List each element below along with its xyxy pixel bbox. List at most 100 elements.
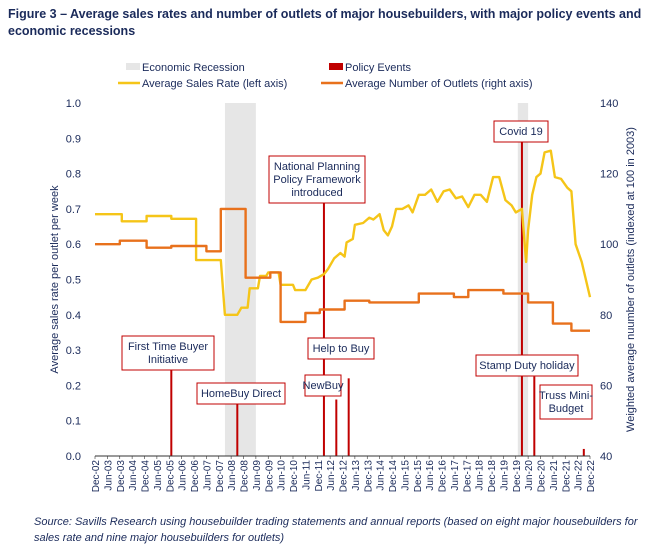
x-tick-label: Dec-18 bbox=[487, 460, 498, 493]
x-tick-label: Dec-20 bbox=[537, 460, 548, 493]
x-tick-label: Dec-17 bbox=[462, 460, 473, 493]
left-tick-label: 0.0 bbox=[66, 451, 81, 463]
legend-label: Average Sales Rate (left axis) bbox=[142, 78, 287, 90]
x-tick-label: Jun-17 bbox=[450, 460, 461, 491]
policy-event-bar bbox=[520, 138, 523, 457]
left-tick-label: 0.7 bbox=[66, 204, 81, 216]
x-tick-label: Dec-22 bbox=[586, 460, 597, 493]
left-tick-label: 0.2 bbox=[66, 380, 81, 392]
x-tick-label: Jun-05 bbox=[153, 460, 164, 491]
policy-callout-label: Stamp Duty holiday bbox=[479, 360, 575, 372]
x-tick-label: Dec-11 bbox=[314, 460, 325, 492]
left-tick-label: 1.0 bbox=[66, 98, 81, 110]
x-tick-label: Dec-06 bbox=[190, 460, 201, 493]
x-tick-label: Dec-08 bbox=[240, 460, 251, 493]
left-tick-label: 0.3 bbox=[66, 345, 81, 357]
x-tick-label: Jun-19 bbox=[499, 460, 510, 491]
x-tick-label: Jun-04 bbox=[128, 460, 139, 491]
right-tick-label: 80 bbox=[600, 310, 612, 322]
policy-callout-box bbox=[493, 120, 549, 143]
x-tick-label: Jun-16 bbox=[425, 460, 436, 491]
legend: Economic Recession Policy Events Average S… bbox=[118, 62, 532, 90]
policy-callout-label: First Time Buyer Initiative bbox=[128, 341, 208, 366]
right-axis-label: Weighted average nuumber of outlets (ind… bbox=[625, 127, 637, 432]
outlets-line bbox=[95, 207, 590, 332]
policy-callout-box bbox=[121, 335, 215, 371]
legend-swatch bbox=[126, 63, 140, 70]
sales-rate-line bbox=[95, 149, 592, 316]
x-tick-label: Dec-14 bbox=[388, 460, 399, 493]
policy-callout-box bbox=[196, 382, 286, 405]
x-tick-label: Dec-12 bbox=[339, 460, 350, 493]
right-tick-label: 60 bbox=[600, 380, 612, 392]
policy-callout-box bbox=[268, 155, 366, 204]
policy-event-bar bbox=[347, 378, 350, 456]
policy-event-bar bbox=[170, 339, 173, 456]
x-tick-label: Dec-03 bbox=[116, 460, 127, 493]
left-tick-label: 0.8 bbox=[66, 169, 81, 181]
x-tick-label: Jun-03 bbox=[103, 460, 114, 491]
x-tick-label: Dec-04 bbox=[141, 460, 152, 493]
right-tick-label: 120 bbox=[600, 169, 618, 181]
policy-callout-label: National Planning Policy Framework introdu… bbox=[273, 161, 361, 199]
policy-callout-label: HomeBuy Direct bbox=[201, 388, 281, 400]
series-lines bbox=[95, 149, 592, 332]
x-tick-label: Dec-16 bbox=[438, 460, 449, 493]
right-tick-label: 100 bbox=[600, 239, 618, 251]
x-tick-label: Jun-21 bbox=[549, 460, 560, 491]
policy-callout-label: Truss Mini-Budget bbox=[539, 390, 593, 415]
x-tick-label: Jun-18 bbox=[475, 460, 486, 491]
x-tick-label: Jun-08 bbox=[227, 460, 238, 491]
x-tick-label: Dec-10 bbox=[289, 460, 300, 493]
x-tick-label: Jun-13 bbox=[351, 460, 362, 491]
legend-label: Policy Events bbox=[345, 62, 412, 74]
figure-title: Figure 3 – Average sales rates and numbe… bbox=[8, 7, 642, 38]
left-tick-label: 0.5 bbox=[66, 275, 81, 287]
legend-swatch bbox=[329, 63, 343, 70]
x-tick-label: Dec-15 bbox=[413, 460, 424, 493]
left-axis-label: Average sales rate per outlet per week bbox=[49, 185, 61, 374]
x-tick-label: Dec-02 bbox=[91, 460, 102, 493]
x-tick-label: Dec-13 bbox=[363, 460, 374, 493]
policy-event-bar bbox=[322, 198, 325, 456]
policy-callout-label: Help to Buy bbox=[313, 343, 370, 355]
policy-callouts: First Time Buyer Initiative HomeBuy Direct… bbox=[121, 120, 593, 420]
right-tick-label: 40 bbox=[600, 451, 612, 463]
policy-callout-box bbox=[539, 384, 593, 420]
source-note: Source: Savills Research using housebuil… bbox=[34, 516, 638, 544]
x-tick-label: Jun-20 bbox=[524, 460, 535, 491]
x-tick-label: Jun-15 bbox=[400, 460, 411, 491]
left-tick-label: 0.4 bbox=[66, 310, 81, 322]
policy-event-bar bbox=[582, 448, 585, 456]
x-tick-label: Jun-22 bbox=[574, 460, 585, 491]
policy-event-bar bbox=[335, 399, 338, 456]
policy-callout-box bbox=[304, 374, 342, 397]
left-tick-label: 0.6 bbox=[66, 239, 81, 251]
x-tick-label: Jun-07 bbox=[202, 460, 213, 491]
x-tick-label: Dec-07 bbox=[215, 460, 226, 493]
policy-callout-box bbox=[475, 354, 579, 377]
x-tick-label: Jun-14 bbox=[376, 460, 387, 491]
policy-event-bars bbox=[170, 138, 585, 457]
x-tick-label: Dec-19 bbox=[512, 460, 523, 493]
axes: 0.0 0.1 0.2 0.3 0.4 0.5 0.6 0.7 0.8 0.9 1.0 40 60 80 1… bbox=[49, 98, 637, 492]
x-tick-label: Jun-11 bbox=[301, 460, 312, 490]
x-tick-label: Jun-06 bbox=[178, 460, 189, 491]
x-tick-label: Jun-12 bbox=[326, 460, 337, 491]
policy-callout-label: NewBuy bbox=[303, 380, 344, 392]
legend-label: Economic Recession bbox=[142, 62, 245, 74]
policy-event-bar bbox=[236, 403, 239, 456]
recession-band bbox=[517, 103, 529, 456]
x-tick-label: Jun-10 bbox=[277, 460, 288, 491]
legend-label: Average Number of Outlets (right axis) bbox=[345, 78, 532, 90]
left-tick-label: 0.1 bbox=[66, 416, 81, 428]
policy-event-bar bbox=[533, 376, 536, 456]
x-tick-label: Dec-21 bbox=[561, 460, 572, 493]
x-tick-label: Jun-09 bbox=[252, 460, 263, 491]
policy-callout-label: Covid 19 bbox=[499, 126, 542, 138]
policy-callout-box bbox=[307, 337, 375, 360]
x-tick-label: Dec-09 bbox=[264, 460, 275, 493]
x-tick-label: Dec-05 bbox=[165, 460, 176, 493]
right-tick-label: 140 bbox=[600, 98, 618, 110]
